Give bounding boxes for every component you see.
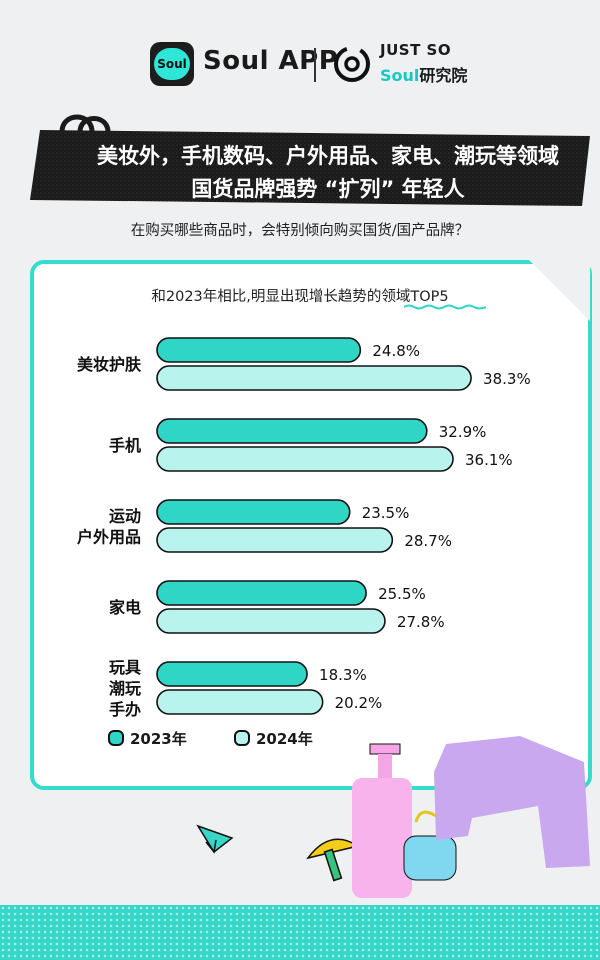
- legend-label-2024: 2024年: [256, 730, 313, 748]
- headline-line-2: 国货品牌强势 “扩列” 年轻人: [191, 177, 465, 201]
- bar-2024年-2: [156, 527, 394, 553]
- headline: 美妆外，手机数码、户外用品、家电、潮玩等领域 国货品牌强势 “扩列” 年轻人: [68, 140, 588, 206]
- data-label: 32.9%: [439, 423, 487, 441]
- data-label: 24.8%: [372, 342, 420, 360]
- legend-label-2023: 2023年: [130, 730, 187, 748]
- category-label: 玩具: [109, 658, 141, 677]
- data-label: 25.5%: [378, 585, 426, 603]
- partner-institute: 研究院: [419, 66, 468, 85]
- legend-swatch-2023: [108, 730, 124, 746]
- bar-2023年-0: [156, 337, 362, 363]
- soul-logo-text: Soul: [154, 48, 190, 80]
- headline-line-1: 美妆外，手机数码、户外用品、家电、潮玩等领域: [97, 144, 559, 168]
- survey-question: 在购买哪些商品时，会特别倾向购买国货/国产品牌？: [130, 223, 470, 239]
- header-divider: [314, 48, 316, 82]
- bar-2024年-0: [156, 365, 472, 391]
- soul-app-logo-icon: Soul: [150, 42, 194, 86]
- category-label: 手办: [109, 700, 141, 719]
- data-label: 18.3%: [319, 666, 367, 684]
- just-so-logo-icon: [334, 46, 370, 82]
- bar-2024年-1: [156, 446, 454, 472]
- category-label: 手机: [109, 436, 141, 455]
- cosmetic-bag-icon: [403, 810, 457, 881]
- bar-2023年-3: [156, 580, 367, 606]
- bar-2024年-3: [156, 608, 386, 634]
- chart-title: 和2023年相比,明显出现增长趋势的领域TOP5: [151, 289, 449, 305]
- category-label: 运动: [109, 507, 141, 526]
- bar-2024年-4: [156, 689, 324, 715]
- bar-2023年-1: [156, 418, 428, 444]
- legend-item-2023: 2023年: [108, 728, 187, 749]
- legend-item-2024: 2024年: [234, 728, 313, 749]
- mushroom-icon: [306, 838, 360, 882]
- bottom-pattern-strip: [0, 905, 600, 960]
- data-label: 36.1%: [465, 451, 513, 469]
- pump-bottle-icon: [352, 743, 412, 898]
- data-label: 28.7%: [404, 532, 452, 550]
- data-label: 23.5%: [362, 504, 410, 522]
- partner-name-bottom: Soul研究院: [380, 62, 467, 86]
- category-label: 美妆护肤: [77, 355, 142, 374]
- header: Soul Soul APP JUST SO Soul研究院: [0, 38, 600, 94]
- data-label: 27.8%: [397, 613, 445, 631]
- paper-plane-icon: [196, 824, 234, 854]
- partner-brand: Soul: [380, 66, 420, 85]
- data-label: 38.3%: [483, 370, 531, 388]
- shopping-bag-banner-icon: [30, 114, 590, 206]
- sweater-icon: [434, 736, 590, 868]
- legend-swatch-2024: [234, 730, 250, 746]
- bar-2023年-2: [156, 499, 351, 525]
- bar-2023年-4: [156, 661, 308, 687]
- partner-name-top: JUST SO: [380, 41, 452, 59]
- title-underline-squiggle: [404, 304, 486, 310]
- data-label: 20.2%: [335, 694, 383, 712]
- headline-banner: [0, 108, 600, 218]
- category-label: 家电: [109, 598, 141, 617]
- category-label: 潮玩: [109, 679, 141, 698]
- category-label: 户外用品: [77, 528, 141, 547]
